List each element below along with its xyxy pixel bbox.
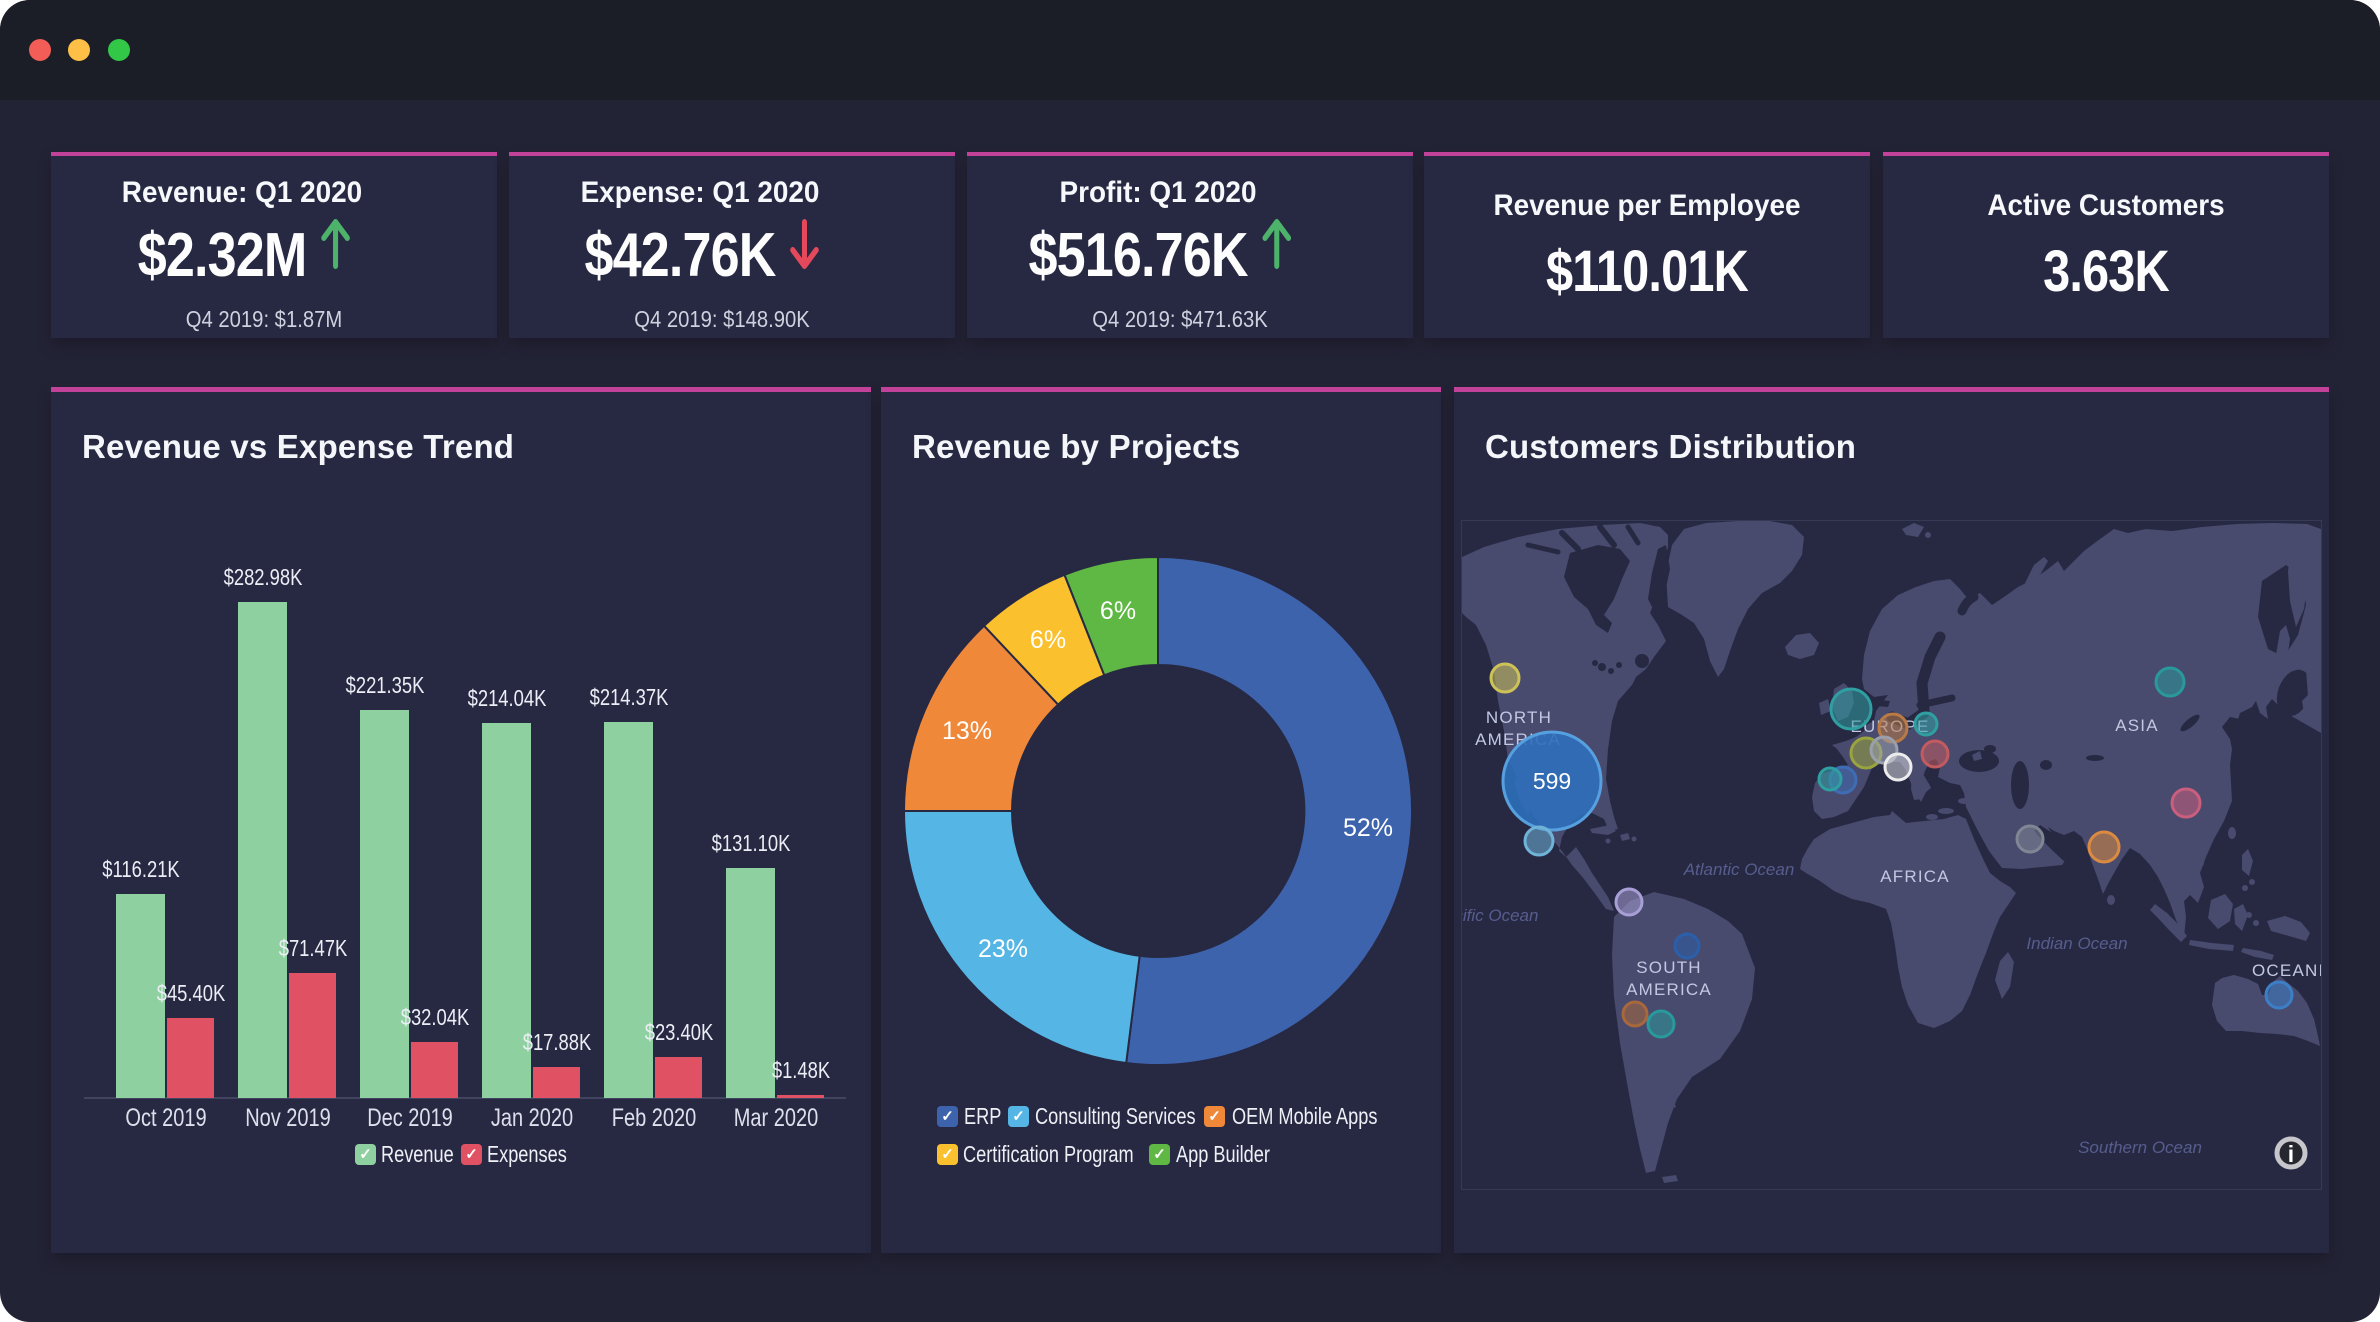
svg-text:AFRICA: AFRICA xyxy=(1880,867,1950,886)
svg-text:13%: 13% xyxy=(942,717,992,745)
svg-text:SOUTH: SOUTH xyxy=(1636,958,1702,977)
svg-text:OCEANIA: OCEANIA xyxy=(2252,961,2321,980)
svg-text:ASIA: ASIA xyxy=(2115,716,2159,735)
svg-text:Southern Ocean: Southern Ocean xyxy=(2078,1138,2202,1157)
svg-text:52%: 52% xyxy=(1343,814,1393,842)
svg-text:23%: 23% xyxy=(978,935,1028,963)
svg-text:i: i xyxy=(2288,1141,2294,1167)
svg-text:Indian Ocean: Indian Ocean xyxy=(2026,934,2127,953)
svg-text:NORTH: NORTH xyxy=(1486,708,1552,727)
svg-text:Pacific Ocean: Pacific Ocean xyxy=(1462,906,1538,925)
svg-text:599: 599 xyxy=(1533,768,1571,794)
svg-text:6%: 6% xyxy=(1030,626,1066,654)
svg-text:Atlantic Ocean: Atlantic Ocean xyxy=(1683,860,1795,879)
svg-text:6%: 6% xyxy=(1100,597,1136,625)
svg-text:AMERICA: AMERICA xyxy=(1626,980,1712,999)
